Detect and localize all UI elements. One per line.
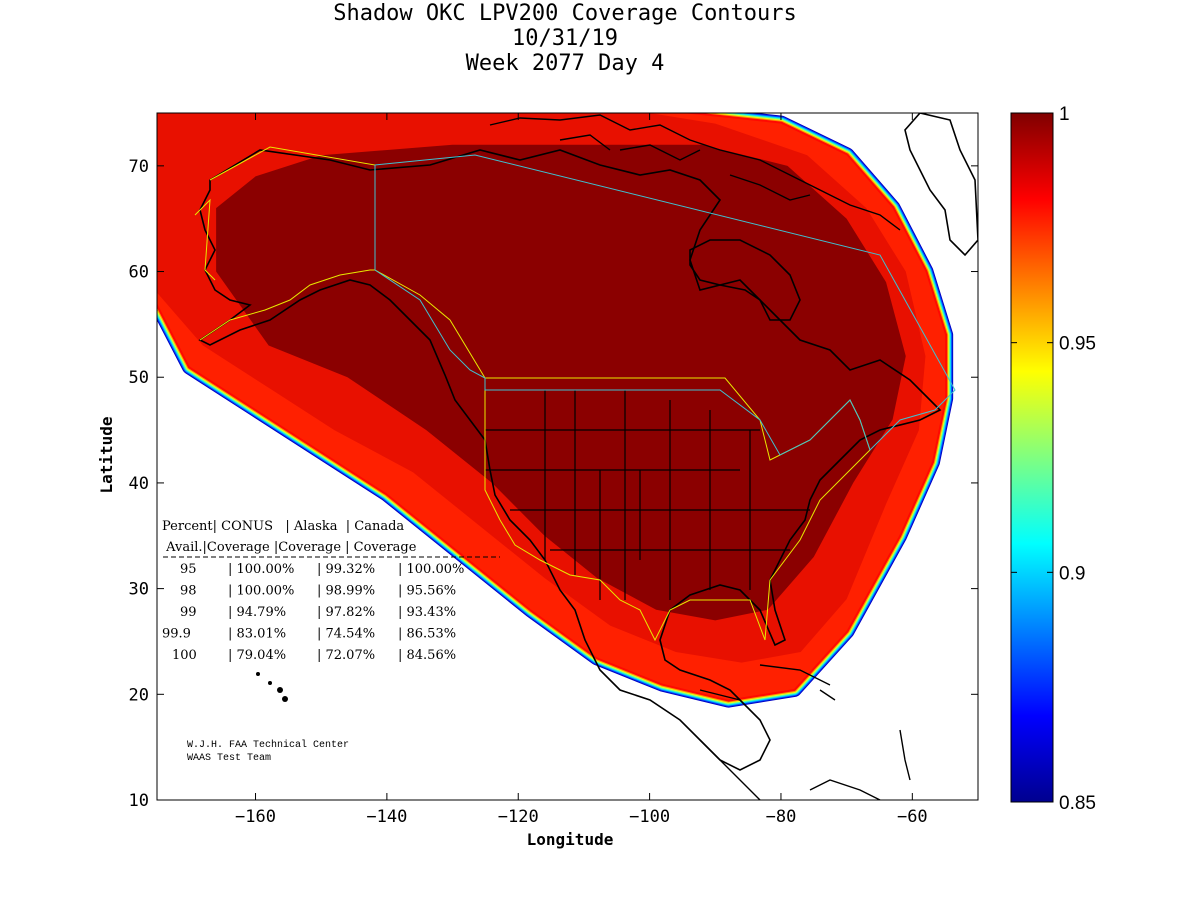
- coverage-bands: [157, 113, 954, 708]
- y-tick-label: 20: [129, 685, 149, 705]
- chart-title-line-1: Shadow OKC LPV200 Coverage Contours: [333, 1, 797, 26]
- colorbar-tick-label: 0.85: [1059, 793, 1096, 814]
- table-body: 95 | 100.00% | 99.32% | 100.00% 98 | 100.00% |…: [162, 562, 464, 663]
- table-cell-alaska: | 72.07%: [317, 648, 375, 663]
- table-cell-conus: | 100.00%: [228, 562, 294, 577]
- x-axis-label: Longitude: [527, 830, 614, 849]
- y-tick-label: 30: [129, 580, 149, 600]
- central-america-coastline: [699, 664, 911, 800]
- table-cell-canada: | 93.43%: [398, 605, 456, 620]
- table-cell-conus: | 83.01%: [228, 627, 286, 642]
- colorbar-ticks: 0.85 0.9 0.95 1: [1011, 104, 1096, 814]
- x-tick-label: −140: [366, 807, 407, 827]
- y-tick-label: 50: [129, 368, 149, 388]
- table-cell-canada: | 95.56%: [398, 584, 456, 599]
- faa-boundary-cyan: [374, 154, 956, 456]
- table-cell-canada: | 86.53%: [398, 627, 456, 642]
- table-cell-alaska: | 99.32%: [317, 562, 375, 577]
- table-row: 95 | 100.00% | 99.32% | 100.00%: [180, 562, 464, 577]
- table-cell-alaska: | 97.82%: [317, 605, 375, 620]
- y-tick-label: 40: [129, 474, 149, 494]
- plot-area: [156, 112, 979, 801]
- table-cell-percent: 98: [180, 584, 197, 599]
- arctic-islands-coastline: [489, 114, 901, 231]
- table-header-row-1: Percent| CONUS | Alaska | Canada: [162, 519, 404, 534]
- y-axis: 10 20 30 40 50 60 70: [129, 157, 978, 811]
- x-tick-label: −120: [498, 807, 539, 827]
- coverage-band-0.999: [216, 144, 906, 621]
- hudson-bay-coastline: [689, 239, 801, 321]
- table-row: 98 | 100.00% | 98.99% | 95.56%: [180, 584, 456, 599]
- y-tick-label: 70: [129, 157, 149, 177]
- table-cell-alaska: | 98.99%: [317, 584, 375, 599]
- table-header-row-2: Avail.|Coverage |Coverage | Coverage: [162, 540, 417, 555]
- availability-table: Percent| CONUS | Alaska | Canada Avail.|…: [162, 519, 500, 663]
- credit-line-1: W.J.H. FAA Technical Center: [187, 739, 349, 751]
- table-cell-percent: 99.9: [162, 627, 191, 642]
- chart-title-line-2: 10/31/19: [512, 26, 618, 51]
- faa-boundary-yellow: [194, 146, 871, 642]
- y-tick-label: 60: [129, 263, 149, 283]
- table-cell-percent: 95: [180, 562, 197, 577]
- y-tick-label: 10: [129, 791, 149, 811]
- table-cell-percent: 100: [172, 648, 197, 663]
- colorbar-tick-label: 0.95: [1059, 334, 1096, 355]
- credit-line-2: WAAS Test Team: [187, 753, 271, 764]
- table-cell-canada: | 84.56%: [398, 648, 456, 663]
- table-cell-conus: | 94.79%: [228, 605, 286, 620]
- y-axis-label: Latitude: [97, 416, 116, 493]
- x-tick-label: −160: [235, 807, 276, 827]
- x-tick-label: −60: [897, 807, 928, 827]
- table-cell-percent: 99: [180, 605, 197, 620]
- x-tick-label: −80: [766, 807, 797, 827]
- x-axis: −160 −140 −120 −100 −80 −60: [235, 113, 928, 827]
- table-cell-canada: | 100.00%: [398, 562, 464, 577]
- us-state-grid: [485, 390, 810, 600]
- hawaii-islands: [256, 672, 288, 702]
- north-america-coastline: [198, 149, 942, 771]
- table-cell-alaska: | 74.54%: [317, 627, 375, 642]
- geographic-overlay: [194, 113, 978, 800]
- plot-frame: [156, 112, 979, 801]
- table-row: 99.9 | 83.01% | 74.54% | 86.53%: [162, 627, 456, 642]
- colorbar-gradient: [1010, 112, 1054, 803]
- table-cell-conus: | 79.04%: [228, 648, 286, 663]
- chart-title-line-3: Week 2077 Day 4: [465, 51, 665, 76]
- table-row: 100 | 79.04% | 72.07% | 84.56%: [172, 648, 456, 663]
- x-tick-label: −100: [629, 807, 670, 827]
- greenland-coastline: [904, 113, 978, 257]
- colorbar-tick-label: 0.9: [1059, 563, 1085, 584]
- table-cell-conus: | 100.00%: [228, 584, 294, 599]
- table-row: 99 | 94.79% | 97.82% | 93.43%: [180, 605, 456, 620]
- colorbar: 0.85 0.9 0.95 1: [1010, 104, 1096, 814]
- colorbar-tick-label: 1: [1059, 104, 1070, 125]
